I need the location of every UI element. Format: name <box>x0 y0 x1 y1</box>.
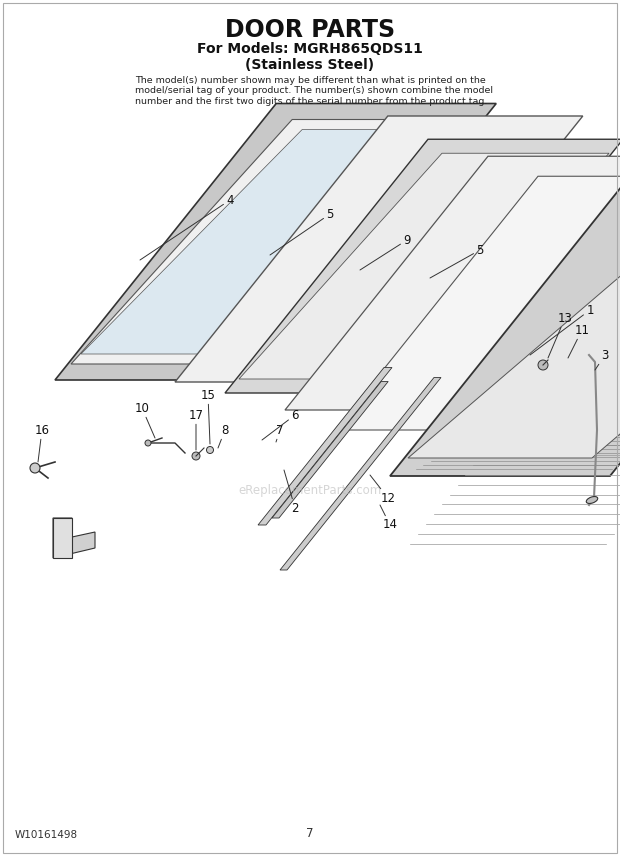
Circle shape <box>206 447 213 454</box>
Polygon shape <box>285 157 620 410</box>
Text: 17: 17 <box>188 408 203 450</box>
Circle shape <box>538 360 548 370</box>
Text: 16: 16 <box>35 424 50 462</box>
Text: 4: 4 <box>140 193 234 260</box>
Polygon shape <box>390 164 620 476</box>
Text: 9: 9 <box>360 234 410 270</box>
Circle shape <box>145 440 151 446</box>
Text: For Models: MGRH865QDS11: For Models: MGRH865QDS11 <box>197 42 423 56</box>
Circle shape <box>192 452 200 460</box>
Text: DOOR PARTS: DOOR PARTS <box>225 18 395 42</box>
Text: 5: 5 <box>270 207 334 255</box>
Text: eReplacementParts.com: eReplacementParts.com <box>238 484 382 496</box>
Polygon shape <box>81 129 470 354</box>
Polygon shape <box>71 120 481 364</box>
Ellipse shape <box>587 496 598 503</box>
Polygon shape <box>408 245 620 458</box>
Text: 12: 12 <box>370 475 396 504</box>
Text: 2: 2 <box>284 470 299 514</box>
Polygon shape <box>55 104 496 380</box>
Text: 7: 7 <box>306 827 314 840</box>
Text: 14: 14 <box>380 505 397 532</box>
Polygon shape <box>335 176 620 430</box>
Text: The model(s) number shown may be different than what is printed on the
model/ser: The model(s) number shown may be differe… <box>135 76 493 106</box>
Text: (Stainless Steel): (Stainless Steel) <box>246 58 374 72</box>
Polygon shape <box>239 153 609 379</box>
Text: 5: 5 <box>430 243 484 278</box>
Polygon shape <box>53 518 72 558</box>
Polygon shape <box>272 382 388 518</box>
Text: 13: 13 <box>548 312 572 358</box>
Text: 15: 15 <box>200 389 215 444</box>
Text: 3: 3 <box>595 348 609 370</box>
Text: 8: 8 <box>218 424 229 448</box>
Polygon shape <box>280 377 441 570</box>
Text: 6: 6 <box>262 408 299 440</box>
Polygon shape <box>225 140 620 393</box>
Polygon shape <box>258 367 392 525</box>
Polygon shape <box>53 518 95 558</box>
Text: W10161498: W10161498 <box>15 830 78 840</box>
Circle shape <box>30 463 40 473</box>
Text: 11: 11 <box>568 324 590 358</box>
Text: 10: 10 <box>135 401 155 438</box>
Text: 1: 1 <box>530 304 594 355</box>
Text: 7: 7 <box>276 424 284 442</box>
Polygon shape <box>175 116 583 382</box>
